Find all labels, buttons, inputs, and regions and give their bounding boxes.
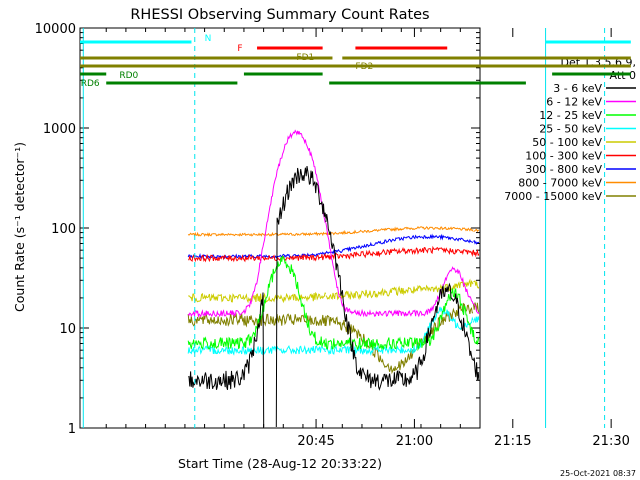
flag-label-f: F — [237, 44, 242, 54]
series-group — [187, 129, 479, 427]
legend-label-4: 25 - 50 keV — [539, 123, 602, 136]
legend-label-7: 300 - 800 keV — [525, 163, 602, 176]
flag-label-fd1: FD1 — [296, 53, 314, 63]
series-line-3 — [187, 255, 479, 352]
flag-label-rd0: RD0 — [119, 71, 138, 81]
plot-area: 11010010001000020:4521:0021:1521:3021:45… — [35, 22, 631, 449]
series-line-6 — [188, 245, 479, 263]
x-tick-label: 20:45 — [297, 434, 334, 449]
flag-label-fd2: FD2 — [355, 62, 373, 72]
y-tick-label: 10 — [59, 322, 76, 337]
legend-label-3: 12 - 25 keV — [539, 109, 602, 122]
legend-label-6: 100 - 300 keV — [525, 150, 602, 163]
flag-label-rd6: RD6 — [81, 79, 100, 89]
chart-title: RHESSI Observing Summary Count Rates — [130, 7, 429, 23]
series-line-4 — [187, 306, 479, 357]
x-axis-label: Start Time (28-Aug-12 20:33:22) — [178, 456, 382, 471]
series-line-2 — [187, 129, 479, 319]
y-tick-label: 1 — [68, 422, 76, 437]
x-tick-label: 21:00 — [396, 434, 433, 449]
legend-label-1: 3 - 6 keV — [553, 82, 602, 95]
flag-label-n: N — [205, 34, 212, 44]
series-line-5 — [188, 278, 479, 304]
y-axis-label: Count Rate (s⁻¹ detector⁻¹) — [12, 142, 27, 312]
x-tick-label: 21:15 — [494, 434, 531, 449]
legend-label-2: 6 - 12 keV — [546, 96, 602, 109]
legend-label-8: 800 - 7000 keV — [518, 177, 602, 190]
series-line-8 — [187, 226, 479, 238]
y-tick-label: 100 — [51, 222, 76, 237]
series-line-1 — [188, 166, 479, 427]
y-tick-label: 10000 — [35, 22, 76, 37]
legend-label-5: 50 - 100 keV — [532, 136, 602, 149]
plot-timestamp: 25-Oct-2021 08:37 — [560, 469, 636, 478]
x-tick-label: 21:30 — [592, 434, 629, 449]
y-tick-label: 1000 — [43, 122, 76, 137]
series-line-7 — [187, 233, 479, 260]
legend-label-9: 7000 - 15000 keV — [504, 190, 602, 203]
